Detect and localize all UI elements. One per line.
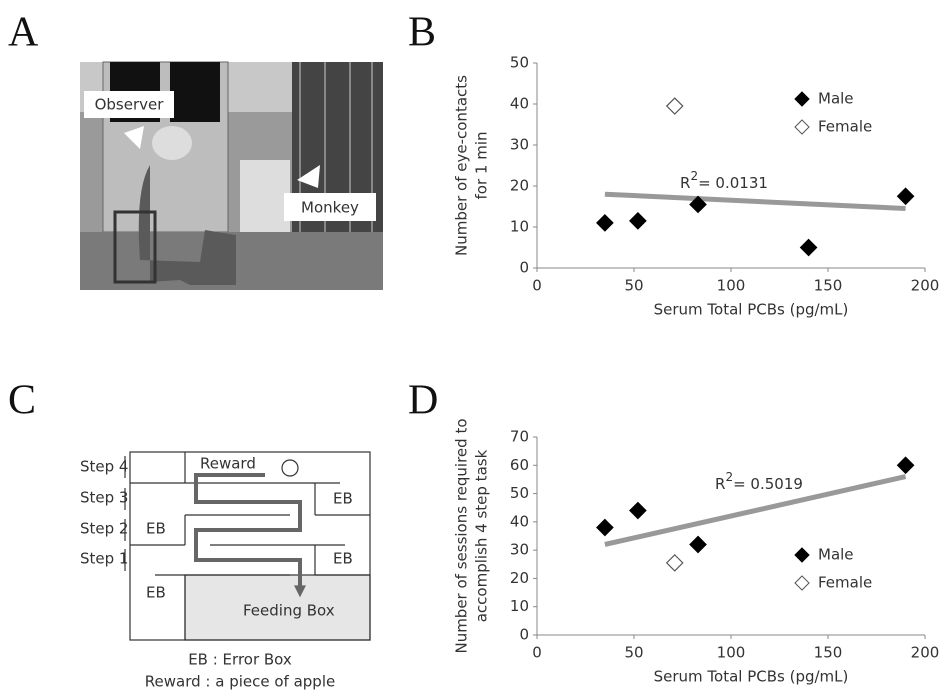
x-tick-label: 0 — [532, 277, 542, 295]
step-label: Step 2 — [80, 520, 128, 538]
point — [665, 554, 684, 572]
step-label: Step 4 — [80, 458, 128, 476]
note: Reward : a piece of apple — [145, 673, 335, 691]
point — [689, 535, 707, 554]
annotation-part: 2 — [725, 470, 733, 484]
photo: Observer Monkey — [80, 61, 383, 290]
y-tick-label: 10 — [510, 597, 529, 615]
y-tick-label: 60 — [510, 456, 529, 474]
annotation: R2= 0.5019 — [715, 470, 803, 493]
legend-label: Female — [818, 118, 872, 136]
y-tick-label: 40 — [510, 512, 529, 530]
y-tick-label: 40 — [510, 95, 529, 113]
legend-marker — [794, 91, 810, 107]
legend-marker — [794, 547, 810, 563]
annotation-part: R — [680, 174, 690, 192]
eb-label: EB — [146, 584, 166, 602]
diagram-text: Step 4 Step 3 Step 2 Step 1 Reward EB EB… — [80, 455, 353, 691]
legend-label: Male — [818, 546, 854, 564]
reward-label: Reward — [200, 455, 256, 473]
point — [665, 97, 684, 115]
x-tick-label: 100 — [717, 644, 746, 662]
x-tick-label: 200 — [911, 277, 940, 295]
point — [596, 214, 614, 232]
legend-label: Male — [818, 90, 854, 108]
y-tick-label: 30 — [510, 136, 529, 154]
annotation-part: = 0.5019 — [733, 475, 803, 493]
x-tick-label: 100 — [717, 277, 746, 295]
legend-label: Female — [818, 574, 872, 592]
y-axis-label: Number of sessions required to — [453, 418, 471, 653]
trendline — [604, 474, 907, 547]
y-tick-label: 0 — [519, 259, 529, 277]
y-tick-label: 50 — [510, 484, 529, 502]
feeding-box-label: Feeding Box — [243, 602, 335, 620]
x-tick-label: 150 — [814, 277, 843, 295]
y-axis-label: accomplish 4 step task — [473, 449, 491, 622]
annotation-part: 2 — [690, 169, 698, 183]
point — [799, 238, 818, 257]
point — [896, 456, 915, 475]
y-axis-label: for 1 min — [473, 132, 491, 200]
x-axis-label: Serum Total PCBs (pg/mL) — [654, 668, 849, 686]
x-tick-label: 50 — [624, 277, 643, 295]
photo-label: Observer — [95, 96, 165, 114]
panel-label: C — [8, 378, 36, 424]
y-tick-label: 30 — [510, 541, 529, 559]
panel-label: A — [8, 10, 39, 56]
note: EB : Error Box — [188, 651, 292, 669]
y-tick-label: 0 — [519, 626, 529, 644]
x-tick-label: 150 — [814, 644, 843, 662]
step-label: Step 3 — [80, 489, 128, 507]
x-axis-label: Serum Total PCBs (pg/mL) — [654, 301, 849, 319]
panel-label: D — [408, 378, 438, 424]
panel-label: B — [408, 10, 436, 56]
annotation-part: R — [715, 475, 725, 493]
annotation-part: = 0.0131 — [698, 174, 768, 192]
legend-marker — [794, 575, 810, 591]
annotation: R2= 0.0131 — [680, 169, 768, 192]
y-axis-label: Number of eye-contacts — [453, 75, 471, 256]
y-tick-label: 20 — [510, 177, 529, 195]
step-label: Step 1 — [80, 550, 128, 568]
y-tick-label: 70 — [510, 428, 529, 446]
eb-label: EB — [146, 520, 166, 538]
legend-marker — [794, 119, 810, 135]
point — [596, 518, 614, 537]
y-tick-label: 50 — [510, 54, 529, 72]
point — [896, 187, 915, 206]
diagram — [124, 451, 371, 641]
eb-label: EB — [333, 490, 353, 508]
point — [629, 501, 647, 520]
point — [689, 195, 707, 214]
photo-label: Monkey — [301, 199, 359, 217]
eb-label: EB — [333, 550, 353, 568]
x-tick-label: 0 — [532, 644, 542, 662]
y-tick-label: 20 — [510, 569, 529, 587]
point — [629, 212, 647, 230]
y-tick-label: 10 — [510, 218, 529, 236]
x-tick-label: 200 — [911, 644, 940, 662]
trendline — [604, 191, 906, 212]
x-tick-label: 50 — [624, 644, 643, 662]
